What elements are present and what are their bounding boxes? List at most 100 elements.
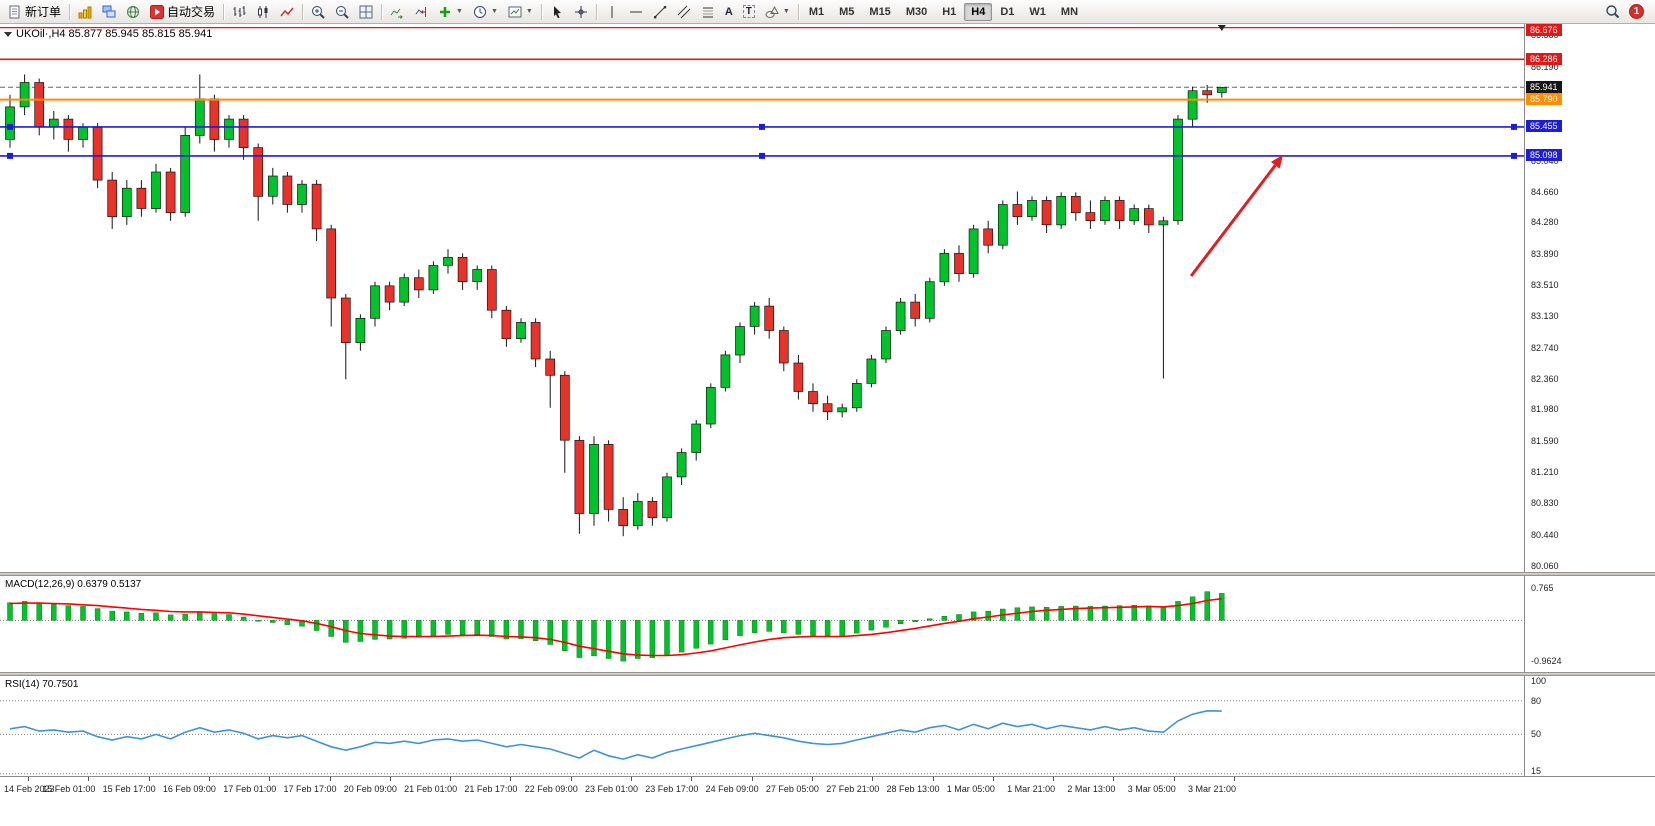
line-handle[interactable] — [1511, 152, 1517, 159]
time-axis-label: 3 Mar 21:00 — [1188, 784, 1237, 794]
line-handle[interactable] — [1511, 123, 1517, 130]
line-handle[interactable] — [759, 152, 765, 159]
timeframe-button-h1[interactable]: H1 — [935, 3, 963, 21]
new-order-icon — [9, 5, 20, 18]
macd-histogram-bar — [854, 620, 860, 634]
candle-chart-button[interactable] — [251, 2, 275, 22]
search-button[interactable] — [1600, 2, 1625, 22]
tile-charts-button[interactable] — [354, 2, 378, 22]
zoom-in-button[interactable] — [306, 2, 330, 22]
time-axis-label: 23 Feb 01:00 — [585, 784, 639, 794]
macd-histogram-bar — [270, 620, 276, 623]
candle — [1143, 204, 1154, 233]
time-axis-label: 1 Mar 21:00 — [1007, 784, 1056, 794]
toolbar-separator — [223, 3, 225, 20]
main-chart-canvas[interactable] — [0, 24, 1524, 572]
vertical-line-button[interactable] — [600, 2, 624, 22]
pane-splitter[interactable] — [0, 572, 1655, 576]
macd-histogram-bar — [649, 620, 656, 658]
text-button[interactable]: A — [720, 2, 738, 22]
tile-windows-button[interactable] — [97, 2, 121, 22]
one-click-trading-icon[interactable] — [4, 31, 12, 37]
timeframe-button-mn[interactable]: MN — [1054, 3, 1085, 21]
shapes-button[interactable]: ▼ — [760, 2, 795, 22]
rsi-canvas[interactable] — [0, 676, 1524, 776]
candle — [559, 371, 570, 473]
templates-button[interactable]: ▼ — [503, 2, 538, 22]
autotrade-label: 自动交易 — [167, 5, 216, 19]
time-axis-label: 27 Feb 05:00 — [765, 784, 819, 794]
notification-badge[interactable]: 1 — [1629, 4, 1644, 19]
price-tick-label: 80.060 — [1531, 560, 1559, 571]
horizontal-line-button[interactable] — [624, 2, 648, 22]
rsi-scale-label: 15 — [1531, 766, 1542, 776]
timeframe-button-m1[interactable]: M1 — [802, 3, 831, 21]
timeframe-button-m15[interactable]: M15 — [862, 3, 897, 21]
candle — [910, 293, 921, 327]
macd-histogram-bar — [240, 616, 247, 621]
candle — [662, 472, 672, 522]
timeframe-button-d1[interactable]: D1 — [993, 3, 1021, 21]
fibonacci-icon — [702, 7, 713, 17]
macd-histogram-bar — [912, 620, 918, 622]
trendline-button[interactable] — [648, 2, 672, 22]
time-tick — [269, 777, 271, 781]
time-axis-label: 16 Feb 09:00 — [162, 784, 216, 794]
trend-arrow-annotation[interactable] — [1189, 154, 1284, 277]
line-handle[interactable] — [7, 123, 13, 130]
macd-histogram-bar — [416, 620, 422, 638]
candle — [5, 94, 15, 148]
candle — [297, 180, 307, 213]
line-handle[interactable] — [7, 152, 13, 159]
timeframe-button-m5[interactable]: M5 — [832, 3, 861, 21]
chart-shift-button[interactable] — [409, 2, 433, 22]
pane-splitter[interactable] — [0, 672, 1655, 676]
text-label-button[interactable]: T — [738, 2, 760, 22]
charts-button[interactable] — [73, 2, 97, 22]
time-tick — [148, 777, 150, 781]
auto-scroll-button[interactable] — [385, 2, 409, 22]
time-tick — [208, 777, 210, 781]
indicators-button[interactable]: ▼ — [433, 2, 468, 22]
macd-histogram-bar — [503, 620, 510, 640]
macd-histogram-bar — [868, 620, 875, 631]
macd-canvas[interactable] — [0, 576, 1524, 672]
price-axis: 86.58086.19085.81085.43085.04084.66084.2… — [1524, 24, 1655, 572]
macd-histogram-bar — [51, 604, 57, 621]
time-axis-label: 17 Feb 01:00 — [223, 784, 277, 794]
zoom-out-button[interactable] — [330, 2, 354, 22]
new-order-button[interactable]: 新订单 — [3, 2, 66, 22]
cursor-button[interactable] — [545, 2, 569, 22]
autotrade-button[interactable]: 自动交易 — [145, 2, 220, 22]
crosshair-button[interactable] — [569, 2, 593, 22]
macd-histogram-bar — [284, 620, 291, 625]
zoom-out-icon — [336, 5, 349, 19]
time-axis[interactable]: 14 Feb 2023 15 Feb 01:00 15 Feb 17:00 16 Fe… — [0, 776, 1655, 802]
candle — [1056, 192, 1067, 229]
timeframe-button-h4[interactable]: H4 — [964, 2, 993, 21]
navigator-button[interactable] — [121, 2, 145, 22]
candle — [121, 180, 132, 225]
candle — [399, 273, 410, 307]
macd-scale-label: -0.9624 — [1531, 656, 1562, 667]
price-tick-label: 81.210 — [1531, 467, 1559, 477]
macd-histogram-bar — [1043, 607, 1050, 621]
bar-chart-button[interactable] — [227, 2, 251, 22]
candle — [939, 249, 950, 286]
candle — [924, 277, 935, 323]
macd-histogram-bar — [664, 620, 670, 656]
timeframe-button-w1[interactable]: W1 — [1022, 3, 1053, 21]
macd-histogram-bar — [80, 606, 86, 621]
line-handle[interactable] — [759, 123, 765, 130]
candle — [968, 224, 979, 278]
candle — [1070, 192, 1081, 221]
candle — [895, 298, 906, 335]
fibonacci-button[interactable] — [696, 2, 720, 22]
line-chart-button[interactable] — [275, 2, 299, 22]
candle — [881, 326, 891, 363]
timeframe-button-m30[interactable]: M30 — [899, 3, 934, 21]
channel-button[interactable] — [672, 2, 696, 22]
periods-button[interactable]: ▼ — [468, 2, 503, 22]
macd-histogram-bar — [635, 620, 641, 659]
